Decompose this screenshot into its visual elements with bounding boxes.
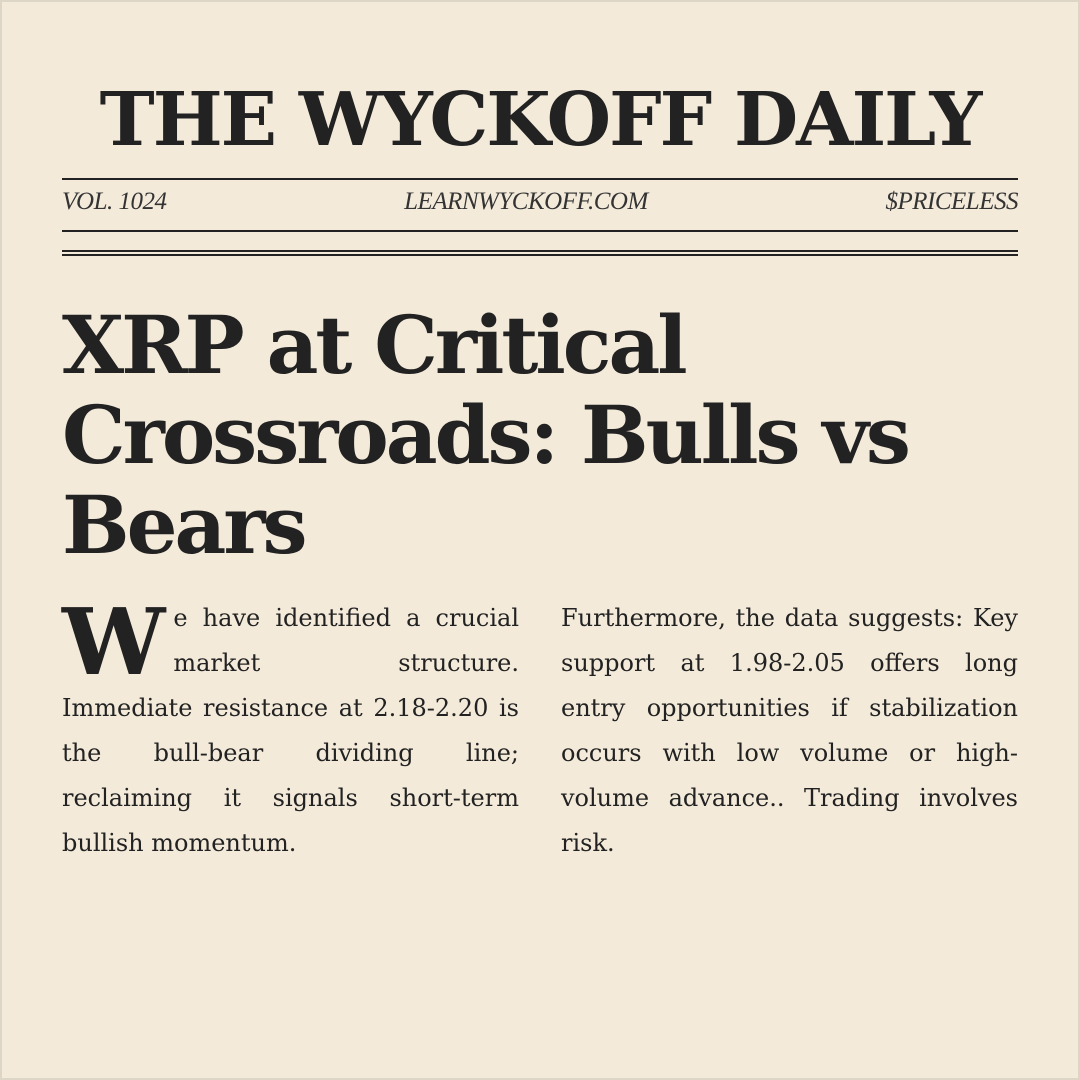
column-1-text: e have identified a crucial market struc… xyxy=(62,604,519,857)
masthead-title: THE WYCKOFF DAILY xyxy=(99,77,983,163)
divider xyxy=(62,178,1018,180)
drop-cap: W xyxy=(62,588,166,696)
double-divider-bottom xyxy=(62,254,1018,256)
divider xyxy=(62,230,1018,232)
volume: VOL. 1024 xyxy=(62,188,167,215)
article-column-2: Furthermore, the data suggests: Key supp… xyxy=(561,604,1018,857)
headline: XRP at Critical Crossroads: Bulls vs Bea… xyxy=(62,298,911,572)
site-link: LEARNWYCKOFF.COM xyxy=(404,188,648,215)
price: $PRICELESS xyxy=(885,188,1018,215)
article-column-1: W e have identified a crucial market str… xyxy=(62,596,519,866)
double-divider-top xyxy=(62,250,1018,252)
masthead-meta: VOL. 1024 LEARNWYCKOFF.COM $PRICELESS xyxy=(62,188,1018,216)
